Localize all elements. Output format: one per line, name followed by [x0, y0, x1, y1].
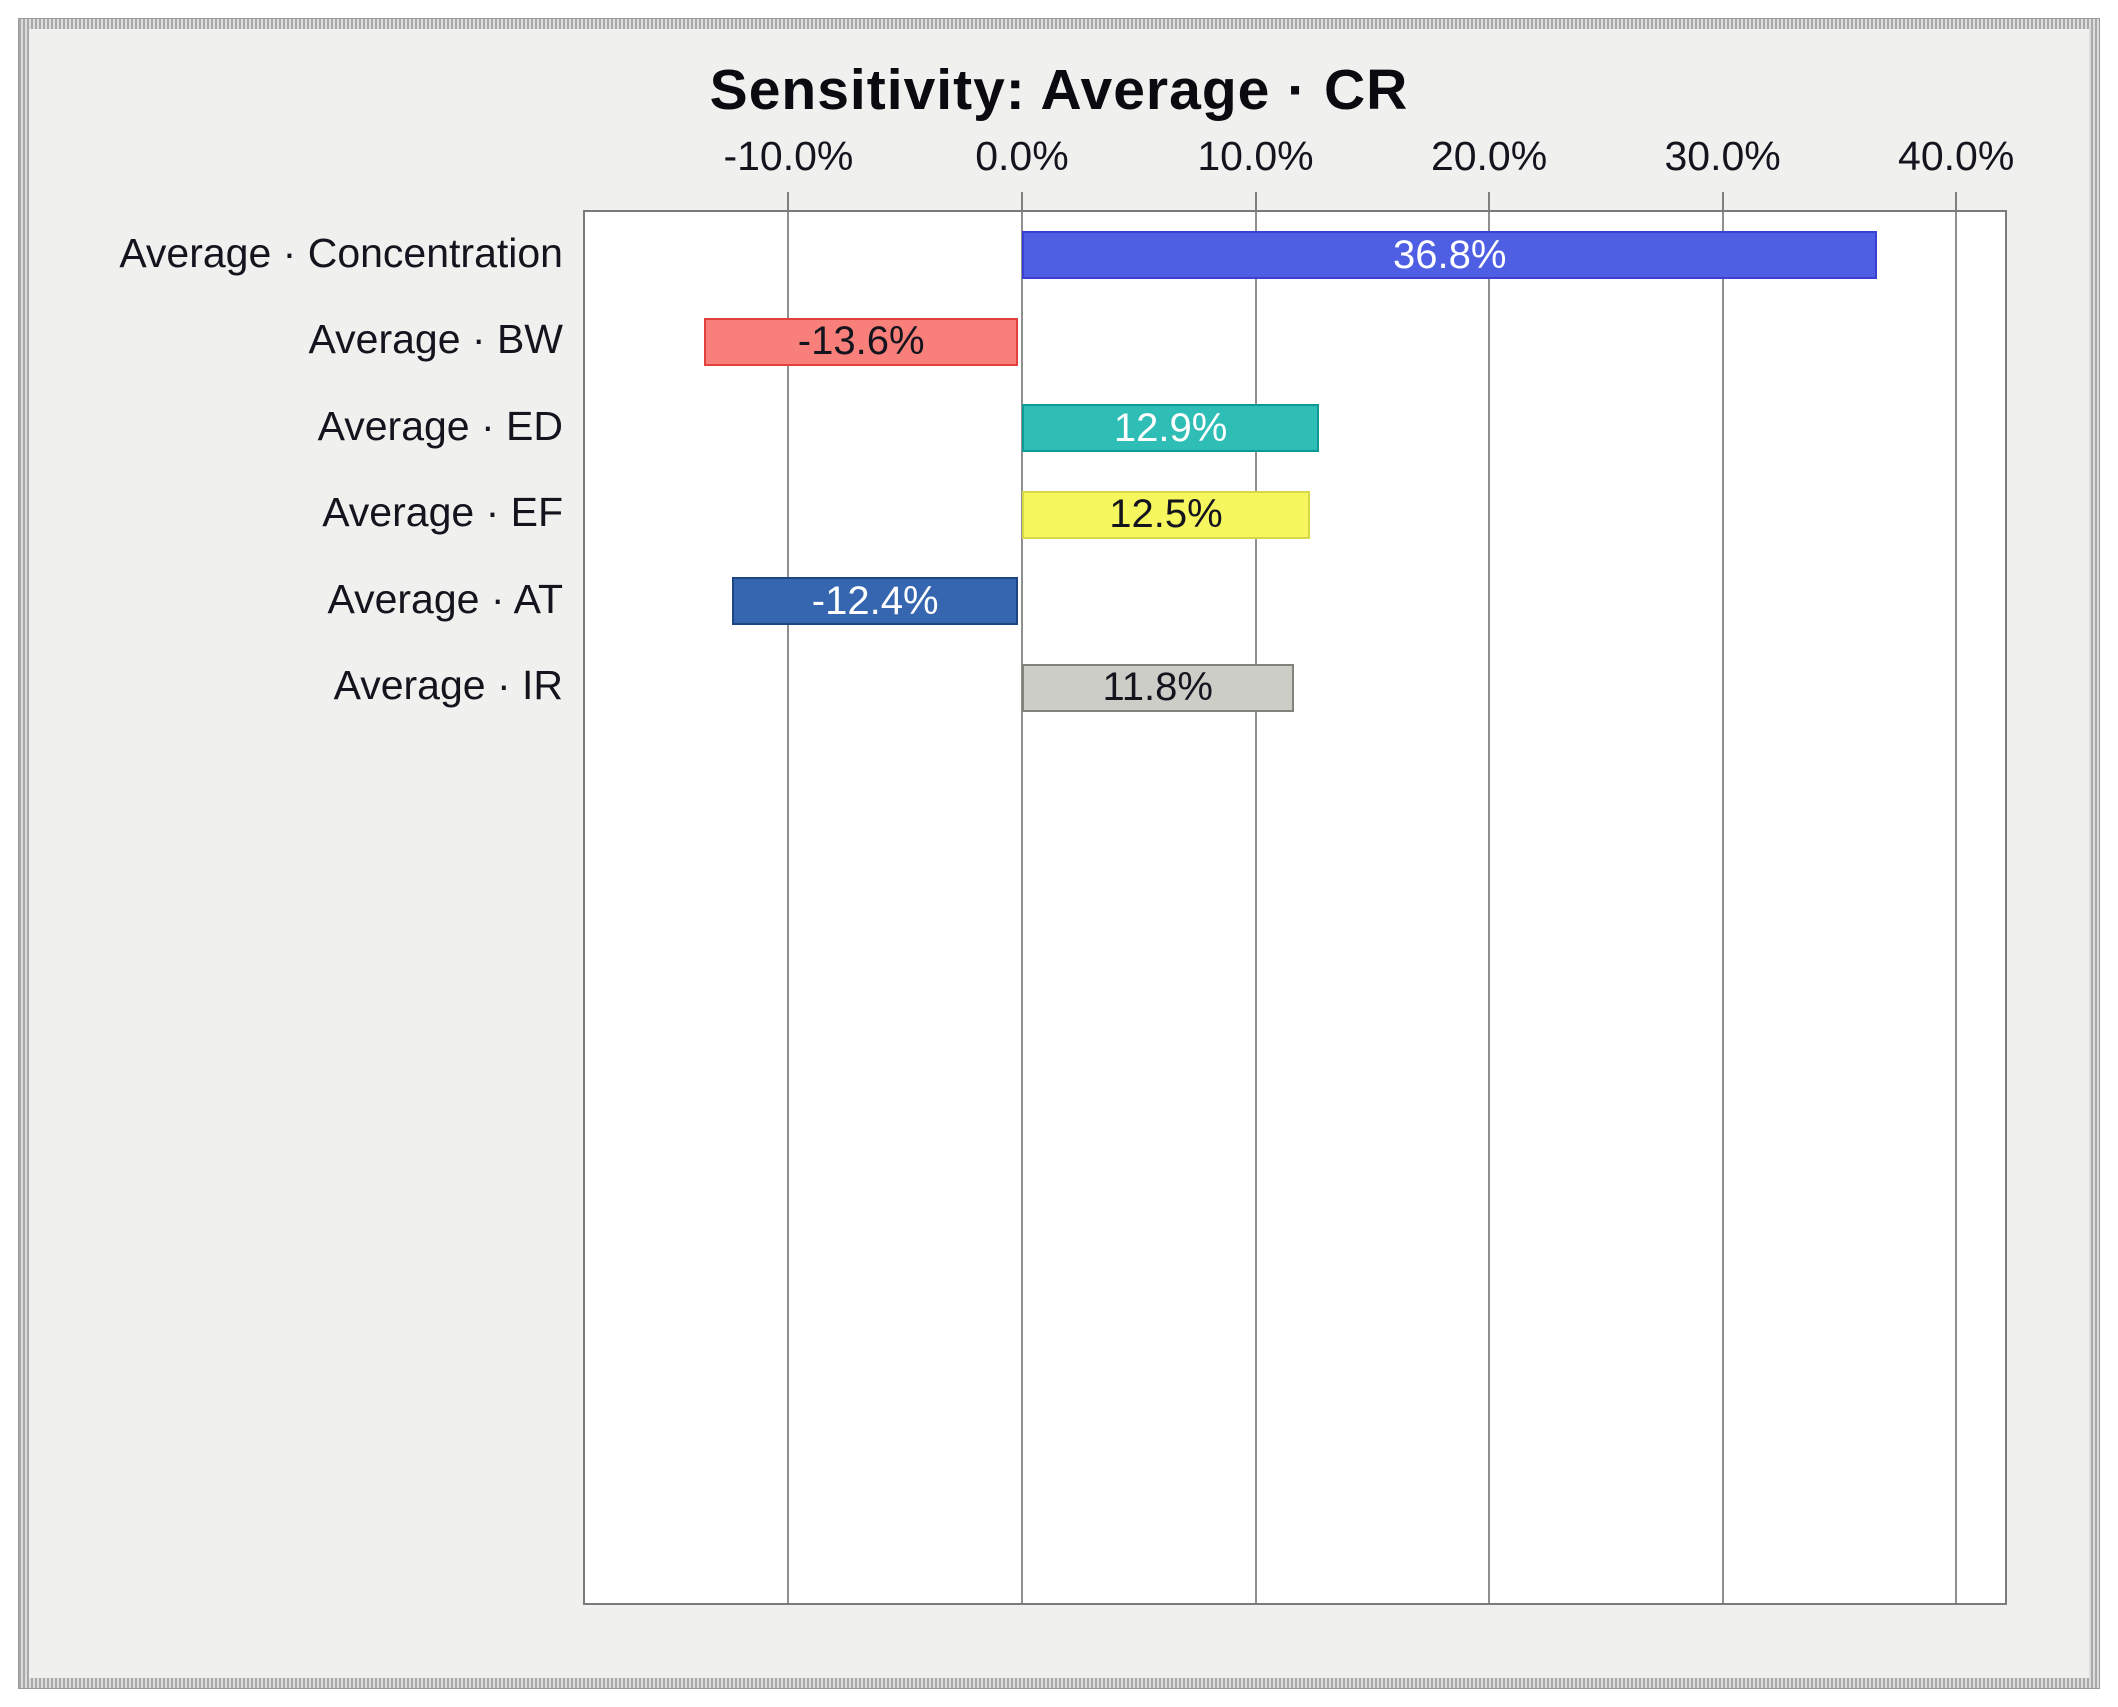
bar-value-label: -12.4% [811, 578, 939, 623]
gridline [1955, 212, 1958, 1603]
category-label: Average · BW [308, 316, 563, 363]
bar-value-label: 12.5% [1109, 492, 1223, 537]
gridline [1488, 212, 1491, 1603]
plot-area: 36.8% -13.6% 12.9% 12.5% -12.4% 11.8% [583, 210, 2007, 1605]
category-label: Average · Concentration [119, 229, 563, 276]
bar: -12.4% [732, 577, 1018, 626]
bar: 36.8% [1021, 231, 1878, 280]
x-axis-tick-label: 30.0% [1664, 133, 1781, 179]
gridline [787, 212, 790, 1603]
bar-value-label: 12.9% [1113, 405, 1228, 450]
x-axis-tick-label: 10.0% [1197, 133, 1314, 179]
gridline [1254, 212, 1257, 1603]
x-axis-tick-mark [1488, 192, 1491, 210]
bar-value-label: 11.8% [1102, 665, 1213, 710]
gridline [1721, 212, 1724, 1603]
bar-value-label: 36.8% [1392, 232, 1507, 277]
gridline [1020, 212, 1023, 1603]
bar: -13.6% [704, 317, 1018, 366]
x-axis-tick-mark [1020, 192, 1023, 210]
bar: 12.5% [1021, 490, 1310, 539]
x-axis-tick-label: 0.0% [975, 133, 1069, 179]
bar-value-label: -13.6% [797, 319, 925, 364]
x-axis-tick-label: 20.0% [1430, 133, 1548, 179]
x-axis-tick-mark [1254, 192, 1257, 210]
chart-frame: Sensitivity: Average · CR -10.0% 0.0% 10.0… [18, 18, 2100, 1689]
category-label: Average · EF [322, 489, 563, 536]
chart-background: Sensitivity: Average · CR -10.0% 0.0% 10.0… [29, 29, 2089, 1678]
x-axis-tick-mark [787, 192, 790, 210]
chart-title: Sensitivity: Average · CR [709, 58, 1409, 122]
x-axis-tick-mark [1955, 192, 1958, 210]
category-label: Average · AT [327, 575, 564, 622]
x-axis-tick-mark [1721, 192, 1724, 210]
category-label: Average · IR [333, 662, 563, 709]
category-label: Average · ED [317, 402, 563, 449]
x-axis-tick-label: 40.0% [1898, 133, 2015, 179]
bar: 11.8% [1021, 663, 1294, 712]
bar: 12.9% [1021, 404, 1320, 453]
x-axis-tick-label: -10.0% [723, 133, 854, 179]
